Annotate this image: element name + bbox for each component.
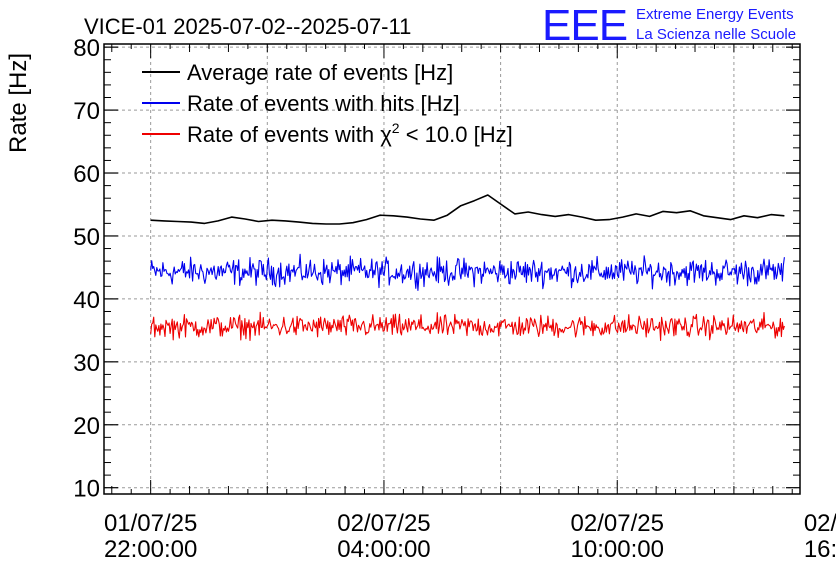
legend-label-hits: Rate of events with hits [Hz] <box>187 91 460 116</box>
x-tick-labels: 01/07/2522:00:0002/07/2504:00:0002/07/25… <box>104 510 836 563</box>
x-tick-label-time: 04:00:00 <box>337 536 430 563</box>
legend: Average rate of events [Hz] Rate of even… <box>142 60 513 147</box>
y-tick-label: 50 <box>73 224 100 251</box>
plot-border <box>103 43 801 495</box>
series-average-rate-line <box>150 194 785 225</box>
legend-chi2-sup: 2 <box>392 120 400 136</box>
plot-frame <box>103 43 801 495</box>
series-hits-rate-line <box>150 253 785 291</box>
series-chi2-rate-line <box>150 311 785 342</box>
y-tick-label: 70 <box>73 98 100 125</box>
logo-line-1: Extreme Energy Events <box>636 6 794 23</box>
y-tick-labels: 10 20 30 40 50 60 70 80 <box>73 35 100 503</box>
x-tick-label-date: 02/07/25 <box>337 510 430 537</box>
x-tick-label-time: 10:00:00 <box>571 536 664 563</box>
grid <box>104 44 800 494</box>
series-lines <box>150 194 785 342</box>
x-tick-label-time: 16:00:00 <box>804 536 836 563</box>
x-tick-label-date: 01/07/25 <box>104 510 197 537</box>
logo-line-2: La Scienza nelle Scuole <box>636 26 796 43</box>
y-tick-label: 40 <box>73 287 100 314</box>
logo-big-text: EEE <box>542 1 627 50</box>
x-tick-label-time: 22:00:00 <box>104 536 197 563</box>
y-tick-label: 80 <box>73 35 100 62</box>
x-tick-label-date: 02/07/25 <box>804 510 836 537</box>
y-tick-label: 30 <box>73 350 100 377</box>
legend-chi2-symbol: χ <box>380 122 392 147</box>
chart-title: VICE-01 2025-07-02--2025-07-11 <box>84 14 411 39</box>
legend-chi2-suffix: < 10.0 [Hz] <box>400 122 513 147</box>
legend-label-average: Average rate of events [Hz] <box>187 60 453 85</box>
x-tick-label-date: 02/07/25 <box>571 510 664 537</box>
eee-logo: EEE Extreme Energy Events La Scienza nel… <box>542 1 796 50</box>
y-axis-label: Rate [Hz] <box>5 53 32 153</box>
y-tick-label: 10 <box>73 476 100 503</box>
legend-label-chi2: Rate of events with χ2 < 10.0 [Hz] <box>187 120 513 147</box>
y-tick-label: 60 <box>73 161 100 188</box>
legend-chi2-prefix: Rate of events with <box>187 122 380 147</box>
y-tick-label: 20 <box>73 413 100 440</box>
